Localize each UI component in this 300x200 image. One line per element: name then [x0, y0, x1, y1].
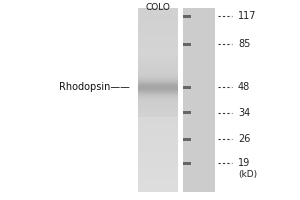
Text: 85: 85 [238, 39, 250, 49]
Text: (kD): (kD) [238, 170, 257, 180]
Text: Rhodopsin——: Rhodopsin—— [59, 82, 130, 92]
Text: 34: 34 [238, 108, 250, 118]
Text: COLO: COLO [146, 3, 170, 12]
Text: 117: 117 [238, 11, 256, 21]
Text: 19: 19 [238, 158, 250, 168]
Text: 48: 48 [238, 82, 250, 92]
Text: 26: 26 [238, 134, 250, 144]
